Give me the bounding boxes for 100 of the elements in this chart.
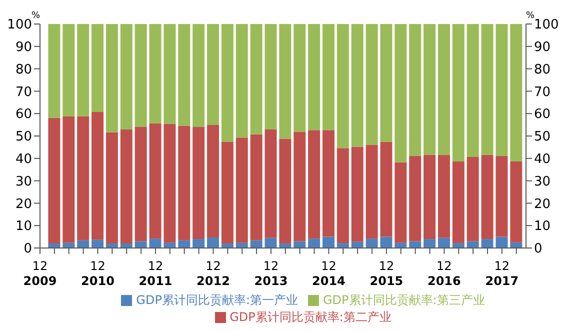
bar: [207, 24, 220, 126]
y2-tick-label: 100: [534, 18, 559, 33]
bar: [481, 239, 494, 248]
bar: [264, 238, 277, 248]
bar: [221, 24, 234, 142]
bar: [134, 127, 147, 242]
bar: [236, 24, 248, 138]
x-tick-label: 12 2013: [254, 259, 288, 288]
bar: [394, 24, 407, 162]
bar: [250, 24, 262, 134]
bar: [380, 24, 392, 142]
bar: [164, 24, 176, 124]
x-tick-label: 12 2014: [312, 259, 346, 288]
bar: [424, 24, 436, 155]
bar: [496, 24, 508, 156]
bar: [438, 24, 450, 155]
bar: [62, 24, 75, 117]
bar: [438, 154, 450, 238]
bar: [279, 138, 292, 244]
legend-label: GDP累计同比贡献率:第二产业: [230, 310, 392, 324]
bar: [106, 24, 118, 132]
y-tick-label: 50: [15, 130, 32, 145]
y-tick-label: 0: [24, 242, 32, 257]
y-axis-title: %: [31, 11, 40, 21]
bar: [164, 124, 176, 243]
bar: [308, 238, 320, 248]
bar: [351, 146, 364, 242]
bar: [279, 24, 292, 139]
bar: [466, 24, 479, 158]
y2-tick-label: 30: [534, 174, 551, 190]
y2-tick-label: 80: [534, 62, 551, 78]
bar: [380, 142, 392, 237]
bar: [510, 24, 522, 162]
bar: [149, 238, 162, 248]
bar: [322, 236, 334, 248]
bar: [294, 132, 306, 242]
bar: [149, 123, 162, 239]
bar: [351, 24, 364, 147]
bar: [452, 162, 464, 244]
legend-label: GDP累计同比贡献率:第一产业: [136, 293, 298, 307]
x-tick-label: 12 2016: [427, 259, 461, 288]
bar: [250, 240, 262, 248]
bar: [294, 24, 306, 132]
bar: [452, 243, 464, 248]
bar: [336, 24, 349, 148]
y-tick-label: 90: [15, 40, 32, 56]
bar: [192, 127, 205, 240]
bar: [77, 24, 90, 117]
y2-tick-label: 90: [534, 40, 551, 56]
bar: [250, 134, 262, 240]
bar: [48, 24, 60, 118]
bar: [380, 236, 392, 248]
bar: [62, 116, 75, 243]
bar: [308, 130, 320, 239]
bar: [496, 236, 508, 248]
bar: [178, 240, 190, 248]
bar: [351, 242, 364, 248]
y2-tick-label: 20: [534, 196, 551, 212]
bar: [192, 24, 205, 128]
y2-tick-label: 10: [534, 219, 551, 234]
y-tick-label: 60: [15, 107, 32, 122]
bar: [366, 144, 378, 239]
bar: [77, 240, 90, 248]
bar: [452, 24, 464, 162]
bar: [394, 162, 407, 243]
bar: [192, 239, 205, 248]
bar: [409, 156, 422, 242]
bar: [77, 116, 90, 240]
y-tick-label: 30: [15, 174, 32, 190]
bar: [510, 162, 522, 242]
bar: [264, 24, 277, 130]
bar: [236, 138, 248, 243]
bar: [308, 24, 320, 130]
y-tick-label: 100: [7, 18, 32, 33]
y-tick-label: 80: [15, 62, 32, 78]
bar: [496, 156, 508, 237]
bar: [366, 24, 378, 145]
bar: [92, 112, 104, 240]
bar: [322, 24, 334, 130]
bar: [366, 238, 378, 248]
y-tick-label: 10: [15, 219, 32, 234]
x-tick-label: 12 2015: [370, 259, 404, 288]
bar: [120, 24, 132, 130]
x-tick-label: 12 2012: [196, 259, 230, 288]
bar: [409, 24, 422, 156]
bar: [207, 237, 220, 248]
bar: [336, 243, 349, 248]
bar: [438, 238, 450, 248]
bar: [48, 118, 60, 244]
bar: [221, 142, 234, 244]
bar: [178, 126, 190, 240]
y2-tick-label: 70: [534, 84, 551, 100]
bar: [92, 24, 104, 112]
y2-tick-label: 40: [534, 152, 551, 168]
bar: [134, 24, 147, 128]
bar: [149, 24, 162, 124]
y2-tick-label: 50: [534, 130, 551, 145]
bar: [178, 24, 190, 126]
bar: [481, 154, 494, 240]
y-tick-label: 70: [15, 84, 32, 100]
